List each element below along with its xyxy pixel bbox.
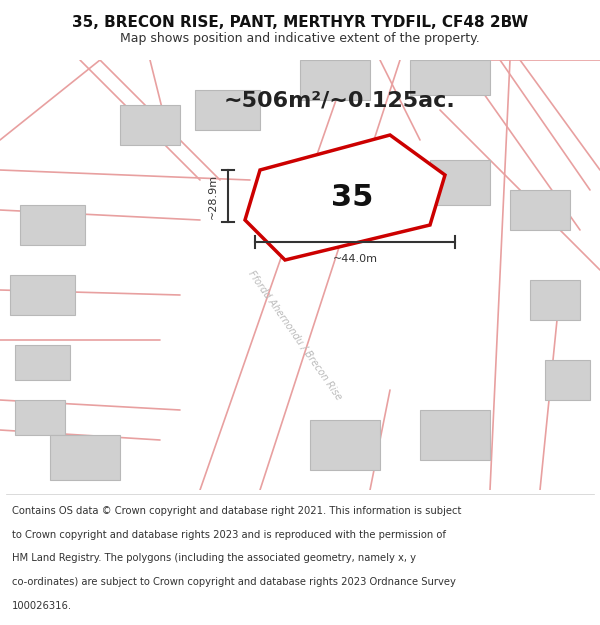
Polygon shape — [530, 280, 580, 320]
Text: Ffordd Ahernondu / Brecon Rise: Ffordd Ahernondu / Brecon Rise — [247, 269, 344, 401]
Polygon shape — [545, 360, 590, 400]
Text: ~28.9m: ~28.9m — [208, 173, 218, 219]
Polygon shape — [510, 190, 570, 230]
Polygon shape — [50, 435, 120, 480]
Polygon shape — [20, 205, 85, 245]
Text: ~506m²/~0.125ac.: ~506m²/~0.125ac. — [224, 90, 456, 110]
Text: Map shows position and indicative extent of the property.: Map shows position and indicative extent… — [120, 32, 480, 45]
Text: HM Land Registry. The polygons (including the associated geometry, namely x, y: HM Land Registry. The polygons (includin… — [12, 554, 416, 564]
Polygon shape — [10, 275, 75, 315]
Text: 35, BRECON RISE, PANT, MERTHYR TYDFIL, CF48 2BW: 35, BRECON RISE, PANT, MERTHYR TYDFIL, C… — [72, 15, 528, 30]
Polygon shape — [120, 105, 180, 145]
Polygon shape — [300, 60, 370, 100]
Text: ~44.0m: ~44.0m — [332, 254, 377, 264]
Polygon shape — [410, 60, 490, 95]
Polygon shape — [15, 345, 70, 380]
Polygon shape — [15, 400, 65, 435]
Text: 35: 35 — [331, 183, 374, 212]
Polygon shape — [310, 420, 380, 470]
Polygon shape — [245, 135, 445, 260]
Text: 100026316.: 100026316. — [12, 601, 72, 611]
Polygon shape — [430, 160, 490, 205]
Text: Contains OS data © Crown copyright and database right 2021. This information is : Contains OS data © Crown copyright and d… — [12, 506, 461, 516]
Polygon shape — [420, 410, 490, 460]
Text: to Crown copyright and database rights 2023 and is reproduced with the permissio: to Crown copyright and database rights 2… — [12, 530, 446, 540]
Polygon shape — [195, 90, 260, 130]
Text: co-ordinates) are subject to Crown copyright and database rights 2023 Ordnance S: co-ordinates) are subject to Crown copyr… — [12, 577, 456, 587]
